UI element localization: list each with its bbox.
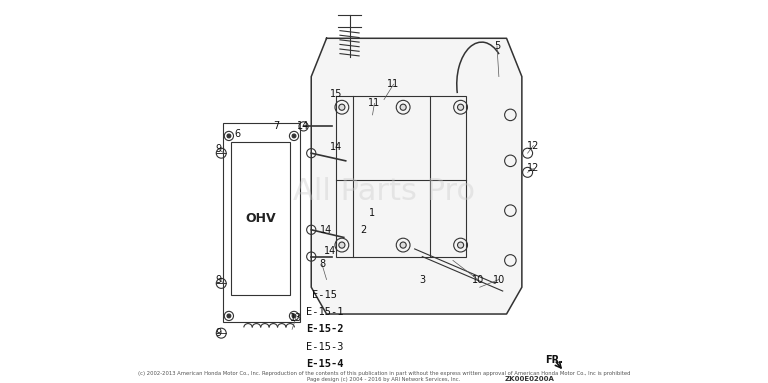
Text: E-15-2: E-15-2 [306, 324, 343, 334]
Circle shape [400, 104, 406, 110]
Text: 10: 10 [493, 275, 505, 285]
Text: 11: 11 [369, 98, 381, 108]
Text: 14: 14 [296, 121, 309, 131]
Text: E-15-1: E-15-1 [306, 307, 343, 317]
Text: 9: 9 [216, 328, 222, 338]
Text: 2: 2 [360, 225, 366, 235]
Text: 9: 9 [216, 275, 222, 285]
Text: E-15: E-15 [312, 290, 337, 300]
Text: 14: 14 [330, 142, 343, 152]
Circle shape [458, 104, 464, 110]
Text: ZK00E0200A: ZK00E0200A [505, 376, 554, 382]
Text: 14: 14 [319, 225, 332, 235]
Text: 12: 12 [527, 141, 540, 151]
Circle shape [306, 225, 316, 234]
Circle shape [400, 242, 406, 248]
Text: 1: 1 [369, 208, 375, 218]
Text: 10: 10 [472, 275, 484, 285]
Text: 7: 7 [273, 121, 280, 131]
Text: E-15-4: E-15-4 [306, 359, 343, 369]
Text: 9: 9 [216, 144, 222, 154]
Text: 3: 3 [419, 275, 425, 285]
Text: 13: 13 [290, 313, 302, 323]
Text: 14: 14 [324, 246, 336, 256]
Text: 8: 8 [319, 259, 325, 269]
Circle shape [292, 314, 296, 318]
Circle shape [339, 242, 345, 248]
Circle shape [227, 314, 231, 318]
Circle shape [306, 149, 316, 158]
Text: FR.: FR. [545, 355, 564, 365]
Text: 12: 12 [527, 164, 540, 173]
Polygon shape [311, 38, 522, 314]
Text: 5: 5 [494, 41, 500, 51]
Circle shape [292, 134, 296, 138]
Text: Page design (c) 2004 - 2016 by ARI Network Services, Inc.: Page design (c) 2004 - 2016 by ARI Netwo… [307, 376, 461, 381]
Bar [336, 96, 466, 257]
Text: 11: 11 [387, 79, 399, 89]
Bar [223, 123, 300, 322]
Circle shape [339, 104, 345, 110]
Bar [231, 142, 290, 295]
Circle shape [458, 242, 464, 248]
Circle shape [306, 252, 316, 261]
Text: 6: 6 [235, 129, 241, 139]
Circle shape [299, 122, 308, 131]
Text: 15: 15 [330, 89, 343, 99]
Text: All Parts Pro: All Parts Pro [293, 177, 475, 206]
Text: OHV: OHV [246, 212, 276, 225]
Circle shape [227, 134, 231, 138]
Text: E-15-3: E-15-3 [306, 342, 343, 352]
Text: (c) 2002-2013 American Honda Motor Co., Inc. Reproduction of the contents of thi: (c) 2002-2013 American Honda Motor Co., … [137, 371, 631, 376]
